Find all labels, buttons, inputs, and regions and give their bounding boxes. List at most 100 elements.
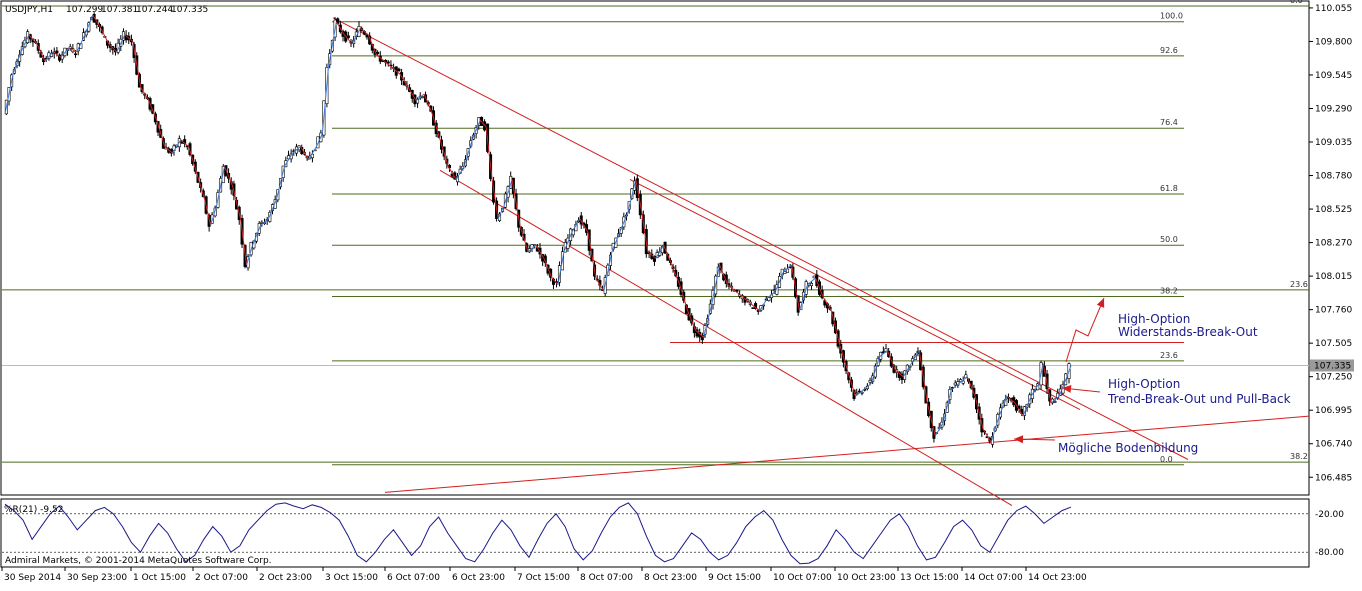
zigzag-segment xyxy=(1042,363,1052,404)
candle xyxy=(365,34,369,38)
zigzag-segment xyxy=(423,93,433,114)
arrow-trendbreak-head xyxy=(1062,384,1072,393)
zigzag-segment xyxy=(84,14,94,36)
zigzag-segment xyxy=(292,146,301,154)
zigzag-segment xyxy=(156,120,166,147)
zigzag-segment xyxy=(232,185,242,220)
zigzag-segment xyxy=(695,330,705,338)
zigzag-segment xyxy=(360,27,369,36)
zigzag-segment xyxy=(479,119,487,128)
fib-label: 50.0 xyxy=(1160,235,1178,244)
zigzag-segment xyxy=(703,304,713,338)
candle xyxy=(754,303,758,309)
annotation-trendbreak-line1: High-Option xyxy=(1108,377,1180,391)
zigzag-segment xyxy=(886,350,896,371)
zigzag-segment xyxy=(679,284,689,312)
zigzag-segment xyxy=(399,74,409,88)
zigzag-segment xyxy=(240,218,248,265)
y-tick-label: 109.545 xyxy=(1315,71,1352,81)
candle xyxy=(700,334,704,341)
williams-r-line xyxy=(4,502,1072,565)
zigzag-segment xyxy=(172,139,182,154)
x-tick-label: 10 Oct 23:00 xyxy=(837,573,896,583)
zigzag-segment xyxy=(52,51,62,58)
x-tick-label: 30 Sep 23:00 xyxy=(67,573,127,583)
zigzag-segment xyxy=(148,100,158,121)
candle xyxy=(421,96,425,98)
zigzag-segment xyxy=(902,363,912,377)
candle xyxy=(961,380,965,384)
zigzag-segment xyxy=(268,199,277,220)
zigzag-segment xyxy=(587,231,597,279)
zigzag-segment xyxy=(28,34,38,45)
candle xyxy=(868,380,872,383)
indicator-y-tick-label: -80.00 xyxy=(1315,548,1344,558)
zigzag-segment xyxy=(455,166,465,180)
zigzag-segment xyxy=(942,389,952,423)
zigzag-segment xyxy=(276,166,285,200)
zigzag-segment xyxy=(527,244,537,253)
candle xyxy=(860,392,864,394)
zigzag-segment xyxy=(471,120,481,141)
zigzag-segment xyxy=(92,14,102,29)
x-tick-label: 9 Oct 15:00 xyxy=(708,573,761,583)
candle xyxy=(533,244,537,246)
current-price-label: 107.335 xyxy=(1314,362,1351,372)
candle xyxy=(783,271,787,274)
axis-layer: 110.055 109.800 109.545 109.290 109.035 108.7… xyxy=(1,4,1354,583)
downtrend-upper-line xyxy=(332,17,1189,460)
zigzag-segment xyxy=(210,205,218,226)
y-tick-label: 108.525 xyxy=(1315,205,1352,215)
x-tick-label: 14 Oct 07:00 xyxy=(964,573,1023,583)
candle xyxy=(397,68,401,72)
zigzag-segment xyxy=(252,225,261,246)
candle xyxy=(772,289,776,291)
y-tick-label: 108.780 xyxy=(1315,172,1352,182)
zigzag-segment xyxy=(551,277,559,285)
x-tick-label: 6 Oct 23:00 xyxy=(452,573,505,583)
zigzag-segment xyxy=(870,356,880,384)
zigzag-segment xyxy=(315,133,323,147)
candle xyxy=(260,221,264,224)
candle xyxy=(953,382,957,386)
candle xyxy=(386,61,390,64)
annotation-bottom: Mögliche Bodenbildung xyxy=(1058,441,1198,455)
zigzag-segment xyxy=(1050,396,1060,404)
zigzag-segment xyxy=(76,34,86,53)
y-tick-label: 107.505 xyxy=(1315,339,1352,349)
candle xyxy=(273,199,277,209)
zigzag-segment xyxy=(663,245,673,266)
close-price: 107.335 xyxy=(171,5,208,15)
zigzag-segment xyxy=(391,67,401,75)
zigzag-segment xyxy=(846,369,856,397)
zigzag-segment xyxy=(100,28,110,45)
zigzag-segment xyxy=(579,218,589,233)
x-tick-label: 1 Oct 15:00 xyxy=(133,573,186,583)
zigzag-segment xyxy=(116,34,126,53)
zigzag-segment xyxy=(1006,396,1016,404)
watermark: Admiral Markets, © 2001-2014 MetaQuotes … xyxy=(5,556,272,566)
zigzag-segment xyxy=(879,350,888,358)
y-tick-label: 110.055 xyxy=(1315,4,1352,14)
zigzag-segment xyxy=(431,113,441,141)
zigzag-segment xyxy=(799,284,808,312)
symbol-label: USDJPY,H1 xyxy=(5,5,53,15)
zigzag-segment xyxy=(351,28,361,45)
zigzag-segment xyxy=(383,60,393,69)
y-tick-label: 106.485 xyxy=(1315,473,1352,483)
x-tick-label: 2 Oct 07:00 xyxy=(195,573,248,583)
zigzag-segment xyxy=(44,51,54,62)
x-tick-label: 7 Oct 15:00 xyxy=(517,573,570,583)
zigzag-segment xyxy=(321,67,329,134)
zigzag-segment xyxy=(926,402,936,436)
zigzag-segment xyxy=(635,179,643,213)
x-tick-label: 6 Oct 07:00 xyxy=(387,573,440,583)
downtrend-lower-line xyxy=(439,169,1013,506)
zigzag-segment xyxy=(224,166,234,187)
zigzag-segment xyxy=(863,382,872,391)
candle xyxy=(193,161,197,172)
zigzag-segment xyxy=(998,396,1008,417)
zigzag-segment xyxy=(783,264,792,272)
